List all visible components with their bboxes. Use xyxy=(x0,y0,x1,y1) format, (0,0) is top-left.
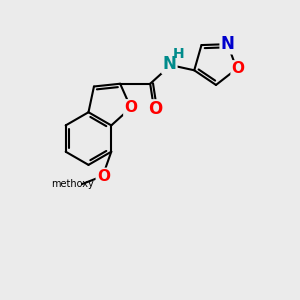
Text: O: O xyxy=(148,100,162,118)
Text: O: O xyxy=(232,61,244,76)
Text: N: N xyxy=(162,55,176,73)
Text: O: O xyxy=(97,169,110,184)
Text: N: N xyxy=(221,35,235,53)
Text: H: H xyxy=(173,47,184,61)
Text: methoxy: methoxy xyxy=(52,179,94,189)
Text: O: O xyxy=(124,100,137,115)
